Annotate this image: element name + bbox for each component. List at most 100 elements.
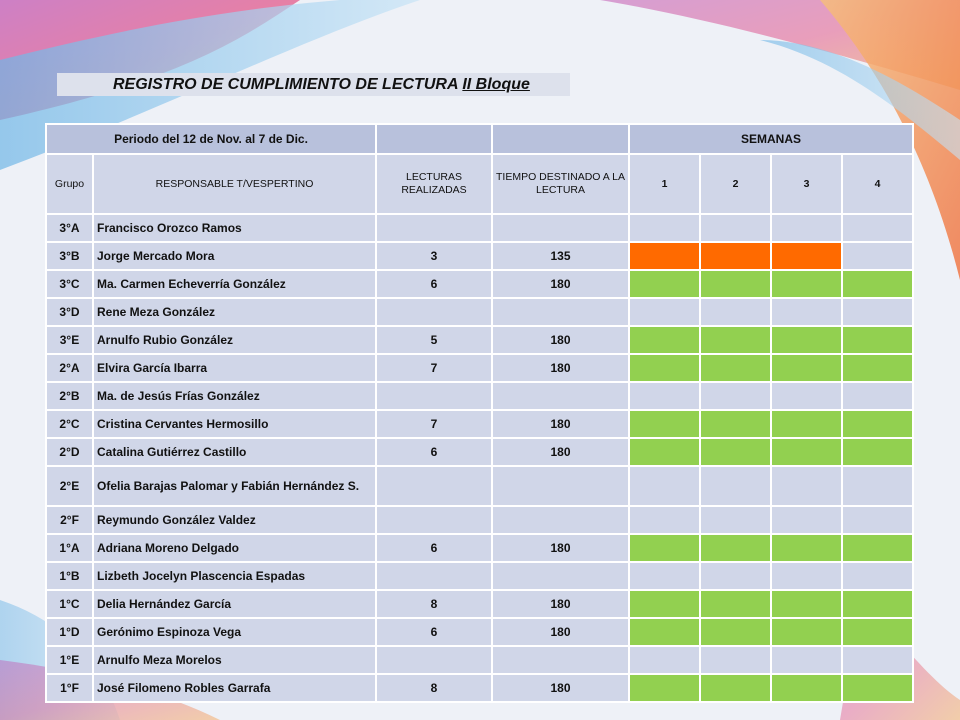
table-row: 3°C Ma. Carmen Echeverría González 6 180 bbox=[45, 269, 915, 299]
responsable-cell: Jorge Mercado Mora bbox=[92, 241, 377, 271]
col-week-3: 3 bbox=[770, 153, 843, 215]
week-2-cell bbox=[699, 269, 772, 299]
lecturas-cell: 8 bbox=[375, 673, 493, 703]
week-3-cell bbox=[770, 325, 843, 355]
col-week-4: 4 bbox=[840, 153, 915, 215]
lecturas-cell: 5 bbox=[375, 325, 493, 355]
week-3-cell bbox=[770, 589, 843, 619]
table-row: 2°B Ma. de Jesús Frías González bbox=[45, 381, 915, 411]
week-4-cell bbox=[840, 673, 915, 703]
week-3-cell bbox=[770, 673, 843, 703]
week-1-cell bbox=[628, 505, 701, 535]
week-2-cell bbox=[699, 213, 772, 243]
col-responsable: RESPONSABLE T/VESPERTINO bbox=[92, 153, 377, 215]
table-row: 1°A Adriana Moreno Delgado 6 180 bbox=[45, 533, 915, 563]
week-1-cell bbox=[628, 437, 701, 467]
table-row: 2°D Catalina Gutiérrez Castillo 6 180 bbox=[45, 437, 915, 467]
grupo-cell: 3°A bbox=[45, 213, 94, 243]
grupo-cell: 2°C bbox=[45, 409, 94, 439]
responsable-cell: José Filomeno Robles Garrafa bbox=[92, 673, 377, 703]
week-4-cell bbox=[840, 589, 915, 619]
lecturas-cell bbox=[375, 297, 493, 327]
week-2-cell bbox=[699, 353, 772, 383]
grupo-cell: 2°B bbox=[45, 381, 94, 411]
week-4-cell bbox=[840, 325, 915, 355]
tiempo-cell bbox=[491, 297, 630, 327]
table-row: 3°D Rene Meza González bbox=[45, 297, 915, 327]
tiempo-cell: 180 bbox=[491, 673, 630, 703]
week-4-cell bbox=[840, 645, 915, 675]
lecturas-cell: 6 bbox=[375, 269, 493, 299]
tiempo-cell: 180 bbox=[491, 325, 630, 355]
lecturas-cell: 6 bbox=[375, 533, 493, 563]
week-2-cell bbox=[699, 465, 772, 507]
col-week-2: 2 bbox=[699, 153, 772, 215]
tiempo-cell bbox=[491, 561, 630, 591]
tiempo-cell: 180 bbox=[491, 437, 630, 467]
week-1-cell bbox=[628, 381, 701, 411]
col-lecturas: LECTURAS REALIZADAS bbox=[375, 153, 493, 215]
week-2-cell bbox=[699, 589, 772, 619]
lecturas-cell bbox=[375, 213, 493, 243]
responsable-cell: Adriana Moreno Delgado bbox=[92, 533, 377, 563]
responsable-cell: Ofelia Barajas Palomar y Fabián Hernánde… bbox=[92, 465, 377, 507]
week-1-cell bbox=[628, 409, 701, 439]
tiempo-cell: 180 bbox=[491, 353, 630, 383]
responsable-cell: Francisco Orozco Ramos bbox=[92, 213, 377, 243]
period-header: Periodo del 12 de Nov. al 7 de Dic. bbox=[45, 123, 377, 155]
week-4-cell bbox=[840, 505, 915, 535]
table-row: 1°F José Filomeno Robles Garrafa 8 180 bbox=[45, 673, 915, 703]
tiempo-cell: 180 bbox=[491, 269, 630, 299]
lecturas-cell: 3 bbox=[375, 241, 493, 271]
grupo-cell: 2°E bbox=[45, 465, 94, 507]
table-row: 1°E Arnulfo Meza Morelos bbox=[45, 645, 915, 675]
week-1-cell bbox=[628, 465, 701, 507]
week-1-cell bbox=[628, 269, 701, 299]
responsable-cell: Delia Hernández García bbox=[92, 589, 377, 619]
week-1-cell bbox=[628, 353, 701, 383]
grupo-cell: 2°F bbox=[45, 505, 94, 535]
week-1-cell bbox=[628, 673, 701, 703]
week-3-cell bbox=[770, 533, 843, 563]
week-2-cell bbox=[699, 561, 772, 591]
grupo-cell: 3°E bbox=[45, 325, 94, 355]
lecturas-cell: 7 bbox=[375, 353, 493, 383]
week-3-cell bbox=[770, 561, 843, 591]
tiempo-cell: 180 bbox=[491, 409, 630, 439]
tiempo-cell: 180 bbox=[491, 589, 630, 619]
week-4-cell bbox=[840, 617, 915, 647]
header-blank-2 bbox=[491, 123, 630, 155]
responsable-cell: Catalina Gutiérrez Castillo bbox=[92, 437, 377, 467]
week-1-cell bbox=[628, 297, 701, 327]
grupo-cell: 2°A bbox=[45, 353, 94, 383]
week-1-cell bbox=[628, 213, 701, 243]
grupo-cell: 3°B bbox=[45, 241, 94, 271]
lecturas-cell bbox=[375, 465, 493, 507]
lecturas-cell: 8 bbox=[375, 589, 493, 619]
lecturas-cell: 6 bbox=[375, 437, 493, 467]
lecturas-cell bbox=[375, 381, 493, 411]
col-grupo: Grupo bbox=[45, 153, 94, 215]
table-row: 2°E Ofelia Barajas Palomar y Fabián Herná… bbox=[45, 465, 915, 507]
table-row: 3°E Arnulfo Rubio González 5 180 bbox=[45, 325, 915, 355]
tiempo-cell bbox=[491, 381, 630, 411]
table-row: 2°C Cristina Cervantes Hermosillo 7 180 bbox=[45, 409, 915, 439]
table-header-row-1: Periodo del 12 de Nov. al 7 de Dic. SEMA… bbox=[45, 123, 915, 155]
grupo-cell: 1°C bbox=[45, 589, 94, 619]
responsable-cell: Cristina Cervantes Hermosillo bbox=[92, 409, 377, 439]
week-2-cell bbox=[699, 297, 772, 327]
week-3-cell bbox=[770, 505, 843, 535]
grupo-cell: 1°D bbox=[45, 617, 94, 647]
week-3-cell bbox=[770, 241, 843, 271]
week-1-cell bbox=[628, 589, 701, 619]
lecturas-cell bbox=[375, 561, 493, 591]
tiempo-cell bbox=[491, 645, 630, 675]
week-1-cell bbox=[628, 617, 701, 647]
week-2-cell bbox=[699, 381, 772, 411]
lecturas-cell: 7 bbox=[375, 409, 493, 439]
header-blank-1 bbox=[375, 123, 493, 155]
col-week-1: 1 bbox=[628, 153, 701, 215]
week-3-cell bbox=[770, 353, 843, 383]
tiempo-cell bbox=[491, 213, 630, 243]
responsable-cell: Gerónimo Espinoza Vega bbox=[92, 617, 377, 647]
